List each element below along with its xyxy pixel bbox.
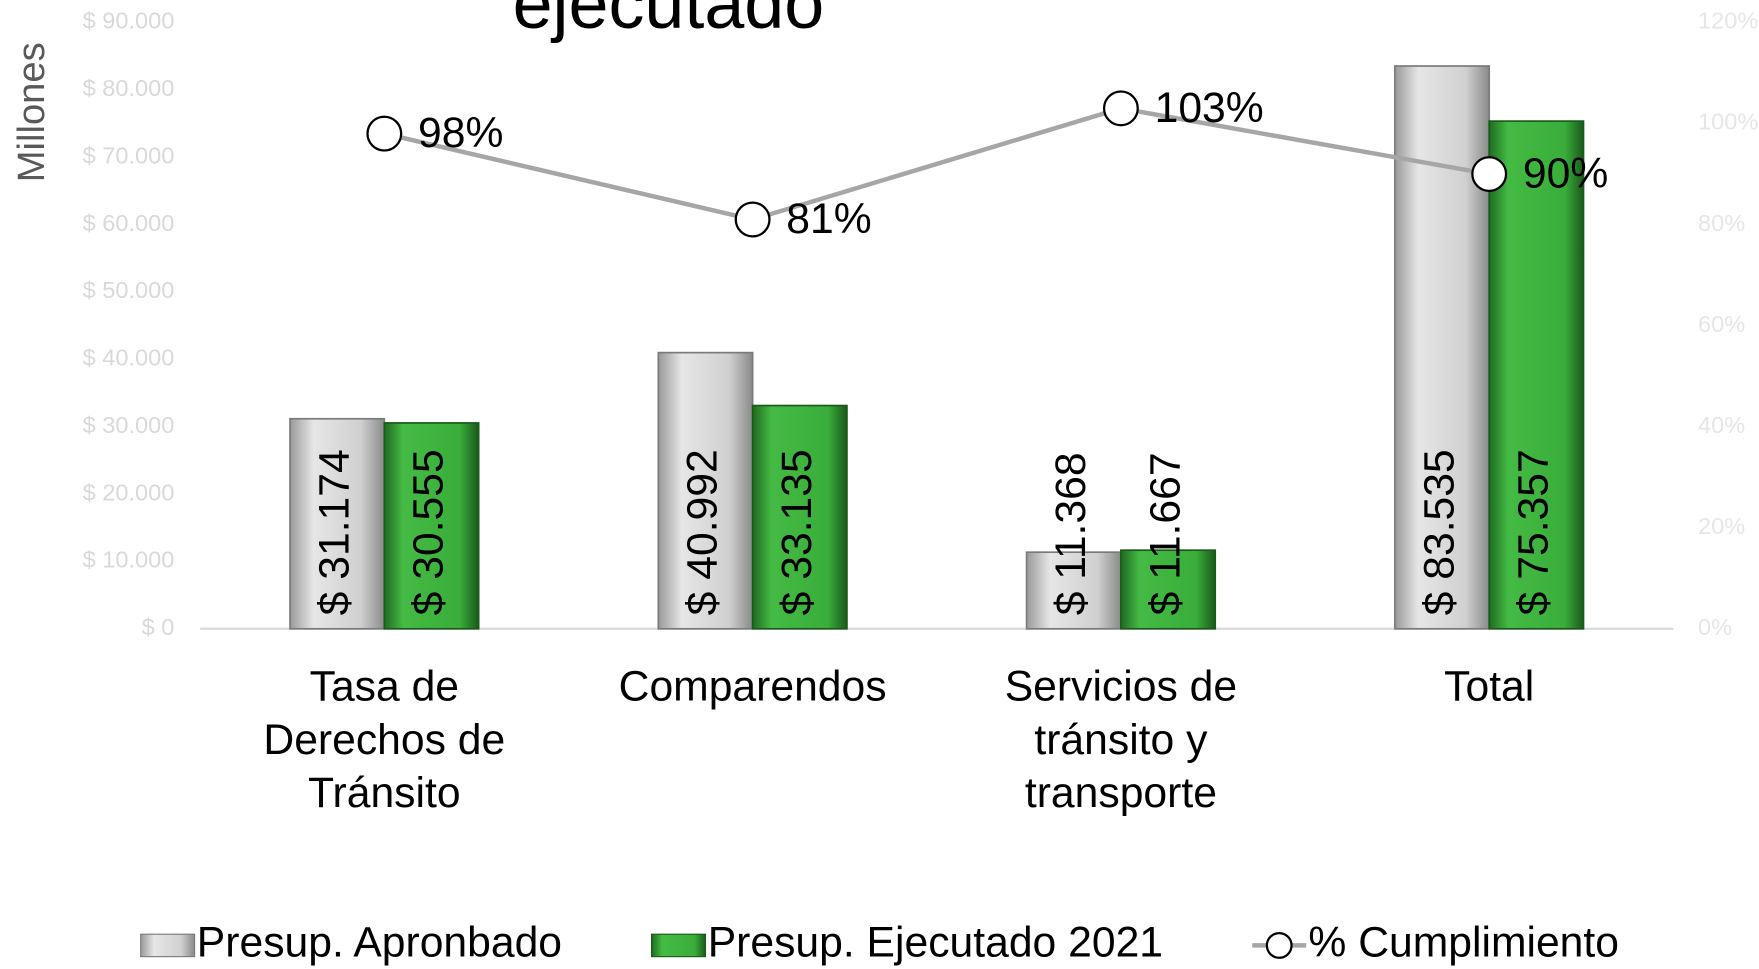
y-axis-label: Millones (10, 42, 53, 182)
data-label: $ 40.992 (679, 449, 727, 615)
data-label: 90% (1523, 150, 1608, 198)
y-tick-label: $ 80.000 (83, 75, 175, 101)
data-label: 98% (418, 109, 503, 157)
x-tick-label: Comparendos (619, 663, 887, 711)
y2-tick-label: 40% (1698, 412, 1745, 438)
y2-tick-label: 100% (1698, 109, 1758, 135)
y2-tick-label: 20% (1698, 513, 1745, 539)
y2-tick-label: 0% (1698, 614, 1732, 640)
y-tick-label: $ 20.000 (83, 479, 175, 505)
bar (1025, 551, 1122, 630)
bar (751, 404, 848, 630)
legend-marker (1265, 931, 1293, 959)
legend-label: Presup. Apronbado (197, 919, 562, 967)
x-tick-label: Servicios de tránsito y transporte (1005, 663, 1237, 818)
y-tick-label: $ 90.000 (83, 8, 175, 34)
x-tick-label: Total (1444, 663, 1534, 711)
y-tick-label: $ 50.000 (83, 277, 175, 303)
bar (657, 351, 754, 630)
bar (1120, 549, 1217, 630)
legend-swatch (140, 933, 196, 958)
line-marker (1471, 156, 1508, 193)
y-tick-label: $ 40.000 (83, 345, 175, 371)
y-tick-label: $ 10.000 (83, 547, 175, 573)
line-marker (366, 115, 403, 152)
data-label: $ 11.368 (1047, 452, 1095, 615)
data-label: $ 30.555 (405, 449, 453, 615)
data-label: $ 31.174 (310, 449, 358, 615)
data-label: $ 11.667 (1141, 452, 1189, 615)
y-tick-label: $ 60.000 (83, 210, 175, 236)
bar (1488, 120, 1585, 630)
line-marker (734, 201, 771, 238)
data-label: $ 75.357 (1510, 449, 1558, 615)
chart-title: ejecutado (513, 0, 825, 44)
data-label: $ 83.535 (1415, 449, 1463, 615)
bar (383, 422, 480, 630)
legend-label: Presup. Ejecutado 2021 (708, 919, 1163, 967)
bar (289, 417, 386, 630)
legend-swatch (651, 933, 707, 958)
y-tick-label: $ 70.000 (83, 142, 175, 168)
y-tick-label: $ 0 (142, 614, 175, 640)
legend-label: % Cumplimiento (1308, 919, 1619, 967)
data-label: $ 33.135 (773, 449, 821, 615)
line (383, 106, 1490, 222)
x-tick-label: Tasa de Derechos de Tránsito (263, 663, 505, 818)
y2-tick-label: 120% (1698, 8, 1758, 34)
y2-tick-label: 80% (1698, 210, 1745, 236)
y2-tick-label: 60% (1698, 311, 1745, 337)
line-marker (1102, 90, 1139, 127)
y-tick-label: $ 30.000 (83, 412, 175, 438)
data-label: 81% (786, 195, 871, 243)
data-label: 103% (1155, 84, 1264, 132)
